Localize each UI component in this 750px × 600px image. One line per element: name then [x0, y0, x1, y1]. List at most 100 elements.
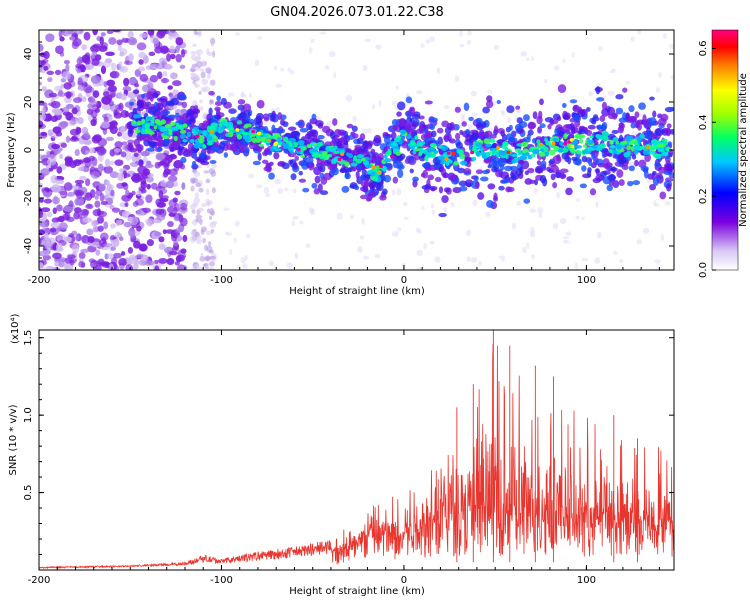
spectrum-blob [587, 124, 596, 130]
spectrum-blob [193, 80, 197, 87]
spectrum-blob [77, 85, 87, 91]
spectrum-blob [346, 123, 354, 129]
spectrum-blob [39, 52, 47, 58]
spectrum-blob [364, 141, 373, 150]
spectrum-blob [168, 175, 178, 182]
spectrum-blob [421, 185, 430, 190]
spectrum-blob [536, 115, 543, 125]
spectrum-blob [662, 151, 669, 157]
spectrum-blob [124, 110, 130, 118]
spectrum-blob [655, 87, 661, 93]
spectrum-blob [597, 134, 604, 140]
spectrum-blob [531, 254, 535, 260]
spectrum-blob [339, 168, 347, 174]
spectrum-blob [276, 136, 282, 143]
spectrum-blob [609, 167, 618, 172]
spectrum-blob [474, 181, 480, 189]
spectrum-blob [429, 240, 435, 245]
spectrum-blob [418, 152, 422, 157]
spectrum-blob [168, 129, 173, 136]
spectrum-blob [169, 126, 176, 131]
spectrum-blob [405, 92, 410, 98]
spectrum-blob [157, 30, 168, 36]
spectrum-blob [341, 185, 350, 193]
spectrum-blob [493, 192, 498, 201]
spectrum-blob [98, 183, 106, 192]
spectrum-blob [226, 232, 233, 236]
spectrum-blob [263, 166, 272, 172]
spectrum-blob [384, 158, 392, 163]
spectrum-blob [160, 119, 166, 125]
spectrum-blob [363, 181, 370, 188]
spectrum-blob [441, 120, 449, 128]
spectrum-blob [616, 169, 624, 178]
spectrum-blob [158, 258, 168, 264]
spectrogram-x-label: Height of straight line (km) [289, 286, 425, 297]
spectrum-blob [209, 79, 216, 86]
spectrum-blob [493, 125, 499, 134]
spectrum-blob [39, 60, 45, 68]
spectrum-blob [218, 141, 226, 150]
spectrum-blob [450, 202, 455, 208]
spectrum-blob [648, 150, 656, 155]
spectrum-blob [586, 107, 591, 112]
spectrum-blob [671, 140, 674, 146]
spectrum-blob [130, 120, 137, 125]
spectrum-blob [167, 206, 175, 214]
spectrum-blob [90, 119, 97, 127]
spectrum-blob [632, 180, 641, 186]
spectrum-blob [353, 155, 358, 162]
spectrum-blob [82, 217, 93, 223]
spectrum-blob [269, 114, 276, 122]
spectrum-blob [362, 160, 370, 165]
spectrum-blob [434, 176, 442, 183]
spectrum-blob [226, 144, 235, 151]
spectrum-blob [429, 117, 438, 123]
spectrum-blob [516, 117, 523, 124]
spectrum-blob [332, 118, 338, 126]
spectrum-blob [190, 50, 197, 56]
spectrum-blob [134, 173, 140, 178]
spectrum-blob [62, 111, 71, 116]
spectrum-blob [426, 178, 431, 188]
spectrum-blob [174, 261, 180, 266]
spectrum-blob [67, 254, 76, 259]
spectrum-blob [209, 130, 214, 134]
spectrum-blob [173, 135, 178, 142]
spectrum-blob [199, 68, 205, 72]
spectrum-blob [162, 70, 168, 77]
spectrum-blob [375, 44, 382, 50]
spectrum-blob [630, 122, 636, 129]
spectrum-blob [578, 134, 586, 139]
spectrum-blob [430, 203, 435, 209]
spectrum-blob [314, 175, 321, 184]
spectrum-blob [599, 171, 608, 177]
spectrum-blob [175, 112, 180, 118]
spectrum-blob [523, 198, 531, 204]
spectrum-blob [628, 161, 635, 167]
spectrum-blob [578, 138, 584, 144]
spectrum-blob [54, 69, 62, 75]
spectrum-blob [39, 43, 44, 52]
spectrum-blob [433, 150, 439, 155]
spectrum-blob [115, 231, 121, 239]
spectrum-blob [43, 198, 53, 204]
spectrum-blob [159, 161, 166, 166]
spectrum-blob [100, 121, 110, 129]
spectrum-blob [392, 142, 399, 147]
spectrum-blob [192, 108, 201, 114]
spectrum-blob [154, 265, 160, 270]
spectrum-blob [589, 135, 594, 139]
spectrum-blob [355, 158, 363, 164]
spectrum-blob [200, 229, 205, 235]
spectrum-blob [142, 168, 151, 176]
spectrum-blob [524, 170, 529, 176]
colorbar-tick-label: 0.2 [698, 188, 709, 204]
spectrum-blob [310, 38, 315, 43]
spectrum-blob [146, 160, 152, 166]
spectrum-blob [137, 66, 146, 72]
spectrum-blob [592, 177, 601, 184]
spectrum-blob [114, 159, 124, 166]
spectrum-blob [349, 215, 354, 219]
spectrum-blob [634, 141, 639, 146]
